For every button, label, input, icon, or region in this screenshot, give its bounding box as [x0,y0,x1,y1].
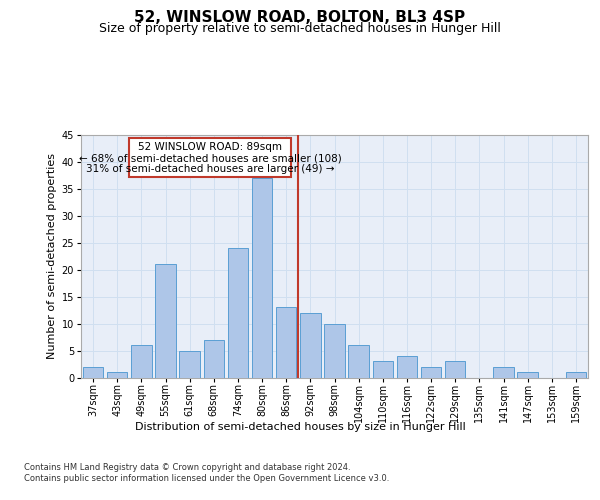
Bar [179,350,200,378]
Bar [252,178,272,378]
Text: Distribution of semi-detached houses by size in Hunger Hill: Distribution of semi-detached houses by … [134,422,466,432]
Bar [83,366,103,378]
Bar [107,372,127,378]
Bar [276,308,296,378]
Text: ← 68% of semi-detached houses are smaller (108): ← 68% of semi-detached houses are smalle… [79,154,341,164]
Bar [349,345,369,378]
Bar [324,324,345,378]
Text: Contains HM Land Registry data © Crown copyright and database right 2024.: Contains HM Land Registry data © Crown c… [24,462,350,471]
Text: Size of property relative to semi-detached houses in Hunger Hill: Size of property relative to semi-detach… [99,22,501,35]
Bar [397,356,417,378]
Bar [566,372,586,378]
Bar [445,362,466,378]
Bar [155,264,176,378]
Bar [421,366,442,378]
Text: 31% of semi-detached houses are larger (49) →: 31% of semi-detached houses are larger (… [86,164,334,174]
Text: Contains public sector information licensed under the Open Government Licence v3: Contains public sector information licen… [24,474,389,483]
Bar [227,248,248,378]
Text: 52, WINSLOW ROAD, BOLTON, BL3 4SP: 52, WINSLOW ROAD, BOLTON, BL3 4SP [134,10,466,25]
Y-axis label: Number of semi-detached properties: Number of semi-detached properties [47,153,58,359]
Bar [373,362,393,378]
Text: 52 WINSLOW ROAD: 89sqm: 52 WINSLOW ROAD: 89sqm [138,142,282,152]
FancyBboxPatch shape [129,138,291,177]
Bar [300,313,320,378]
Bar [493,366,514,378]
Bar [203,340,224,378]
Bar [131,345,152,378]
Bar [517,372,538,378]
